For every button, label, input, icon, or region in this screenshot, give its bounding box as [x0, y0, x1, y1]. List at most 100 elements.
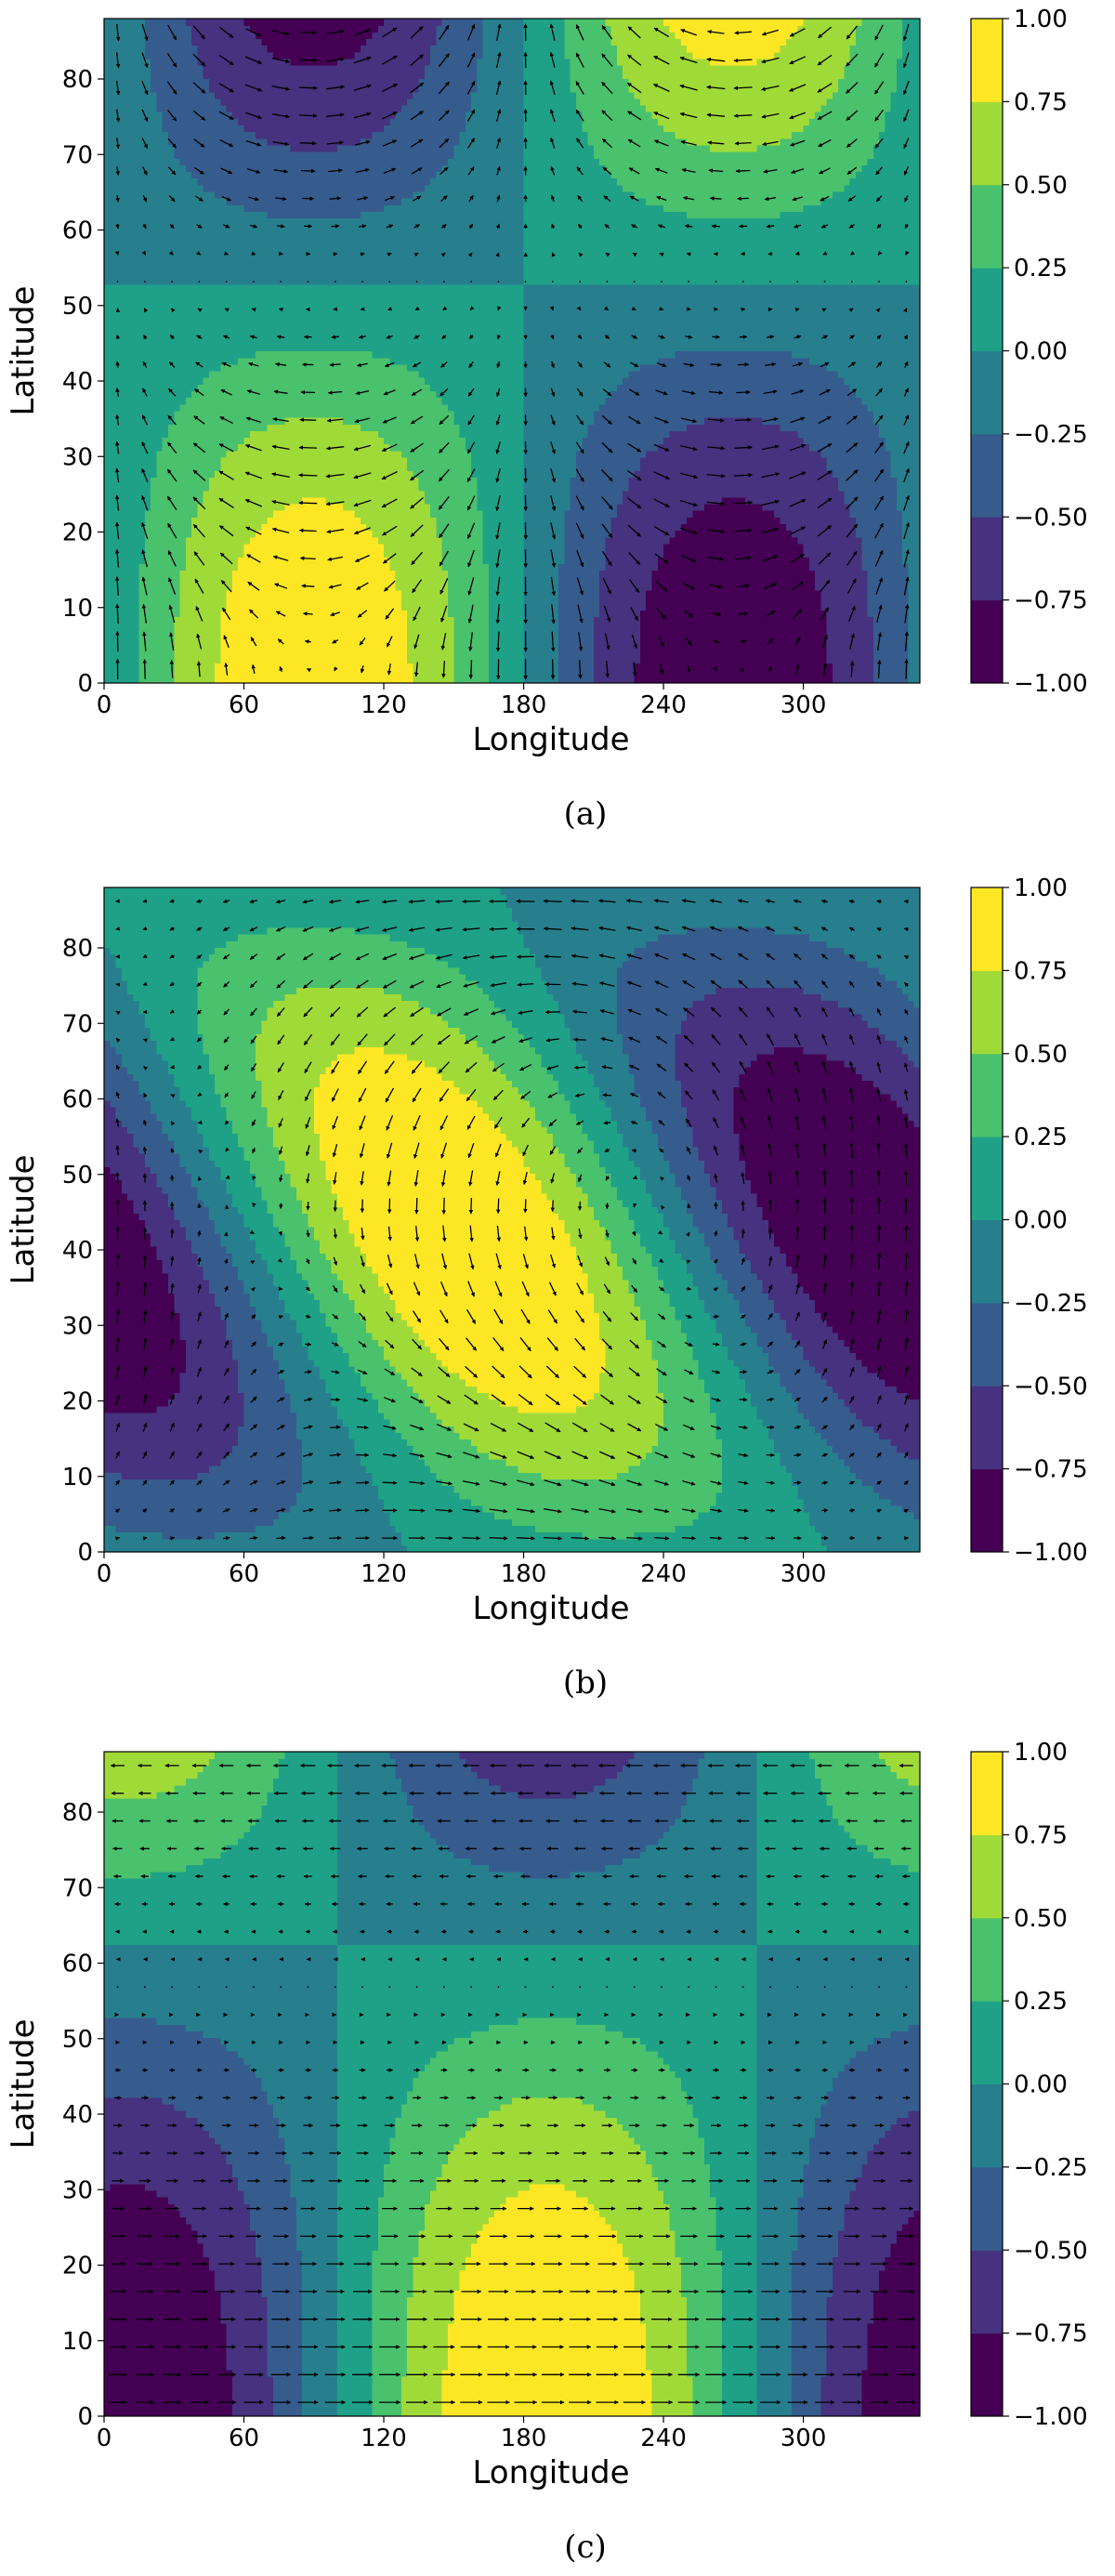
quiver-arrow	[325, 473, 345, 479]
quiver-arrow	[904, 223, 910, 230]
quiver-arrow	[706, 85, 726, 90]
colorbar-band	[971, 19, 1003, 102]
quiver-arrow	[654, 553, 669, 564]
quiver-arrow	[632, 252, 637, 257]
colorbar-tick-label: 0.25	[1014, 1988, 1068, 2016]
quiver-arrow	[874, 24, 884, 41]
quiver-arrow	[192, 82, 206, 94]
quiver-arrow	[656, 361, 667, 367]
quiver-arrow	[550, 165, 556, 176]
quiver-arrow	[467, 414, 475, 426]
quiver-arrow	[602, 550, 612, 567]
quiver-arrow	[601, 110, 613, 122]
quiver-arrow	[143, 308, 149, 313]
quiver-arrow	[904, 1253, 909, 1269]
quiver-arrow	[410, 138, 424, 148]
colorbar-tick-label: 1.00	[1014, 1739, 1068, 1767]
quiver-arrow	[631, 224, 638, 229]
quiver-arrow	[222, 607, 231, 621]
quiver-arrow	[381, 112, 398, 120]
quiver-arrow	[904, 603, 910, 624]
colorbar-tick-label: 1.00	[1014, 6, 1068, 33]
quiver-arrow	[497, 281, 500, 283]
quiver-arrow	[524, 1986, 527, 1989]
quiver-arrow	[575, 522, 584, 539]
quiver-arrow	[386, 224, 394, 229]
quiver-arrow	[410, 524, 424, 537]
quiver-arrow	[302, 611, 313, 616]
quiver-arrow	[170, 1065, 176, 1070]
quiver-arrow	[715, 281, 717, 283]
quiver-arrow	[141, 80, 149, 96]
y-tick-label: 40	[62, 2101, 93, 2129]
quiver-arrow	[272, 141, 290, 147]
quiver-arrow	[466, 109, 476, 122]
quiver-arrow	[438, 81, 450, 95]
quiver-arrow	[114, 521, 120, 540]
quiver-arrow	[796, 281, 799, 283]
quiver-arrow	[713, 665, 718, 671]
quiver-arrow	[601, 414, 612, 425]
quiver-arrow	[438, 468, 450, 482]
quiver-arrow	[602, 1093, 612, 1097]
quiver-arrow	[279, 665, 283, 673]
quiver-arrow	[246, 389, 260, 395]
colorbar-tick-label: 0.75	[1014, 1821, 1068, 1849]
quiver-arrow	[849, 1169, 854, 1187]
quiver-arrow	[439, 578, 449, 595]
quiver-arrow	[495, 414, 501, 426]
quiver-arrow	[167, 138, 177, 149]
quiver-arrow	[245, 416, 261, 424]
quiver-arrow	[244, 444, 262, 452]
quiver-arrow	[736, 584, 751, 588]
quiver-arrow	[114, 1508, 120, 1514]
quiver-arrow	[603, 306, 610, 311]
quiver-arrow	[876, 223, 882, 230]
quiver-arrow	[733, 58, 753, 63]
quiver-arrow	[850, 1986, 853, 1989]
quiver-arrow	[249, 224, 258, 229]
quiver-arrow	[495, 576, 501, 597]
quiver-arrow	[576, 577, 584, 596]
quiver-arrow	[791, 168, 805, 174]
quiver-arrow	[143, 335, 148, 340]
contour-field	[104, 19, 921, 684]
quiver-arrow	[414, 1197, 419, 1215]
quiver-arrow	[846, 469, 859, 481]
quiver-arrow	[115, 927, 121, 931]
quiver-arrow	[764, 196, 777, 202]
quiver-arrow	[439, 441, 450, 453]
y-tick-label: 10	[62, 1464, 93, 1492]
quiver-arrow	[388, 281, 391, 283]
colorbar-tick-label: −0.25	[1014, 1290, 1088, 1318]
quiver-arrow	[658, 636, 665, 648]
y-tick-label: 60	[62, 1086, 93, 1114]
quiver-arrow	[194, 166, 204, 175]
quiver-arrow	[575, 52, 584, 68]
quiver-arrow	[875, 388, 884, 397]
quiver-arrow	[604, 633, 610, 651]
quiver-arrow	[627, 111, 642, 121]
quiver-arrow	[524, 281, 527, 283]
x-axis-label: Longitude	[472, 1590, 629, 1627]
y-tick-label: 30	[62, 2176, 93, 2204]
quiver-arrow	[141, 250, 147, 256]
quiver-arrow	[572, 1037, 587, 1043]
colorbar-band	[971, 2166, 1003, 2251]
quiver-arrow	[115, 1422, 121, 1432]
quiver-arrow	[846, 551, 858, 566]
quiver-arrow	[300, 168, 316, 174]
colorbar-tick-label: 0.50	[1014, 1041, 1068, 1069]
quiver-arrow	[761, 472, 780, 479]
quiver-arrow	[468, 1197, 474, 1215]
quiver-arrow	[903, 440, 910, 454]
quiver-arrow	[197, 1176, 203, 1181]
quiver-arrow	[142, 1536, 148, 1541]
quiver-arrow	[357, 362, 368, 367]
colorbar-band	[971, 1137, 1003, 1221]
quiver-arrow	[114, 576, 120, 596]
quiver-arrow	[903, 414, 910, 426]
quiver-arrow	[627, 442, 642, 453]
quiver-arrow	[413, 335, 420, 339]
quiver-arrow	[769, 1986, 771, 1989]
